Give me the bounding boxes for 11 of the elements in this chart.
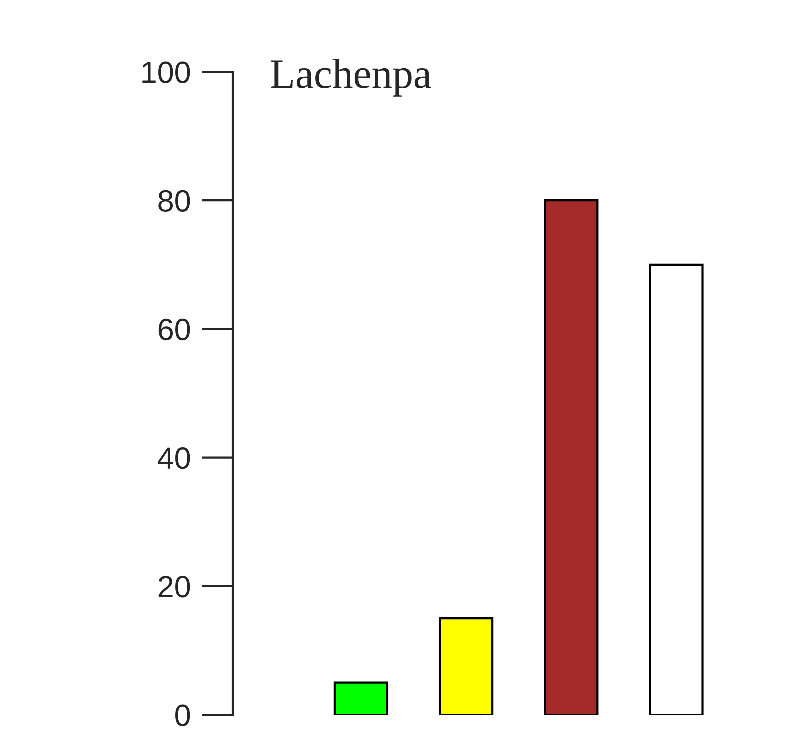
bar [334,682,389,715]
y-tick-label: 20 [158,576,190,598]
y-tick-label: 80 [158,190,190,212]
y-tick-label: 100 [142,62,190,84]
annotation: Lachenpa [271,59,432,97]
bar [649,264,704,715]
y-tick-label: 40 [158,448,190,470]
y-tick-label: 0 [176,704,190,726]
bar [438,618,494,715]
y-tick-label: 60 [158,318,190,341]
bar [544,200,599,715]
